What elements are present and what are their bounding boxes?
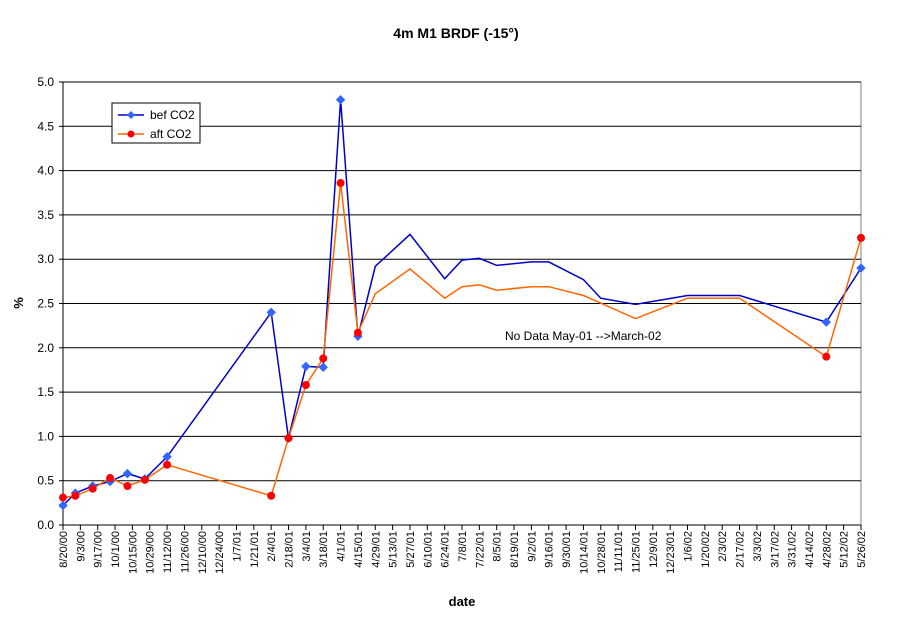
chart-title: 4m M1 BRDF (-15°) (393, 25, 518, 41)
x-tick-label: 4/28/02 (821, 531, 833, 568)
series-line-2 (62, 182, 862, 499)
data-point-2 (106, 474, 115, 483)
plot-area: 0.0 0.5 1.0 1.5 2.0 2.5 3.0 3.5 4.0 4.5 5.0 8/20/00… (37, 75, 868, 574)
x-tick-label: 8/5/01 (492, 531, 504, 562)
legend-label: bef CO2 (150, 108, 195, 122)
data-point-2 (140, 475, 149, 484)
data-point-2 (59, 493, 67, 502)
y-tick-label: 5.0 (37, 75, 54, 89)
data-point-2 (267, 491, 276, 500)
y-tick-label: 0.0 (37, 518, 54, 532)
x-tick-label: 8/19/01 (509, 531, 521, 568)
x-tick-label: 10/28/01 (596, 531, 608, 574)
data-point-2 (88, 484, 97, 493)
y-tick-label: 1.0 (37, 429, 54, 443)
data-point-2 (857, 233, 865, 242)
data-point-2 (301, 381, 310, 390)
data-point-1 (58, 500, 68, 511)
x-tick-label: 6/24/01 (440, 531, 452, 568)
x-tick-label: 10/14/01 (578, 531, 590, 574)
x-tick-label: 4/1/01 (336, 531, 348, 562)
x-tick-label: 7/8/01 (457, 531, 469, 562)
x-tick-label: 4/14/02 (804, 531, 816, 568)
data-point-1 (301, 361, 311, 372)
data-point-1 (266, 307, 276, 318)
data-point-1 (122, 468, 133, 479)
legend-box (111, 102, 201, 144)
x-tick-label: 11/26/00 (179, 531, 191, 573)
x-tick-label: 9/2/01 (526, 531, 538, 562)
x-tick-label: 1/21/01 (249, 531, 261, 568)
x-tick-label: 10/1/00 (110, 531, 122, 568)
data-point-2 (71, 491, 80, 500)
x-tick-label: 11/12/00 (162, 531, 174, 573)
data-point-1 (821, 317, 832, 327)
x-tick-label: 1/20/02 (700, 531, 712, 568)
x-tick-label: 3/18/01 (318, 531, 330, 568)
x-tick-label: 1/7/01 (231, 531, 243, 562)
y-tick-label: 2.5 (37, 297, 54, 311)
x-tick-label: 5/13/01 (388, 531, 400, 568)
data-point-2 (123, 482, 132, 491)
x-tick-label: 8/20/00 (58, 531, 70, 568)
x-tick-label: 5/26/02 (856, 531, 868, 568)
x-tick-label: 12/23/01 (665, 531, 677, 574)
legend-swatch-marker (127, 111, 135, 119)
series-line-1 (62, 99, 862, 507)
y-tick-label: 4.0 (37, 164, 54, 178)
y-tick-label: 3.0 (37, 252, 54, 266)
x-tick-label: 9/30/01 (561, 531, 573, 568)
x-tick-label: 1/6/02 (683, 531, 695, 562)
x-tick-label: 9/3/00 (75, 531, 87, 562)
y-axis-label: % (11, 297, 26, 309)
x-tick-label: 12/10/00 (197, 531, 209, 574)
y-tick-label: 3.5 (37, 208, 54, 222)
x-tick-label: 3/4/01 (301, 531, 313, 562)
x-tick-label: 11/11/01 (613, 531, 625, 572)
legend-label: aft CO2 (150, 127, 192, 141)
y-tick-label: 2.0 (37, 341, 54, 355)
x-tick-label: 3/31/02 (787, 531, 799, 568)
data-point-1 (335, 95, 346, 105)
legend-swatch-marker (127, 130, 135, 138)
y-tick-label: 4.5 (37, 119, 54, 133)
x-tick-label: 7/22/01 (474, 531, 486, 568)
data-point-1 (318, 362, 328, 372)
x-tick-label: 6/10/01 (422, 531, 434, 568)
legend: bef CO2 aft CO2 (111, 102, 201, 144)
x-tick-label: 12/24/00 (214, 531, 226, 574)
x-tick-label: 3/3/02 (752, 531, 764, 562)
data-point-2 (163, 460, 172, 469)
x-tick-label: 10/15/00 (127, 531, 139, 574)
x-tick-label: 5/12/02 (839, 531, 851, 568)
x-tick-label: 11/25/01 (630, 531, 642, 573)
x-tick-label: 4/15/01 (353, 531, 365, 568)
x-tick-label: 3/17/02 (769, 531, 781, 568)
data-point-1 (856, 263, 866, 273)
data-point-2 (353, 328, 362, 337)
x-axis-label: date (449, 594, 476, 609)
data-point-2 (284, 434, 293, 443)
y-tick-label: 0.5 (37, 474, 54, 488)
x-tick-label: 2/17/02 (735, 531, 747, 568)
no-data-annotation: No Data May-01 -->March-02 (505, 329, 662, 343)
x-tick-label: 2/18/01 (284, 531, 296, 568)
x-tick-label: 9/16/01 (544, 531, 556, 568)
x-tick-label: 2/4/01 (266, 531, 278, 562)
x-tick-label: 12/9/01 (648, 531, 660, 568)
y-tick-label: 1.5 (37, 385, 54, 399)
data-point-2 (822, 352, 831, 361)
x-tick-label: 9/17/00 (93, 531, 105, 568)
data-point-2 (336, 179, 345, 188)
x-tick-label: 4/29/01 (370, 531, 382, 568)
x-tick-label: 10/29/00 (145, 531, 157, 574)
x-tick-label: 5/27/01 (405, 531, 417, 568)
x-tick-label: 2/3/02 (717, 531, 729, 562)
data-point-2 (319, 354, 328, 363)
